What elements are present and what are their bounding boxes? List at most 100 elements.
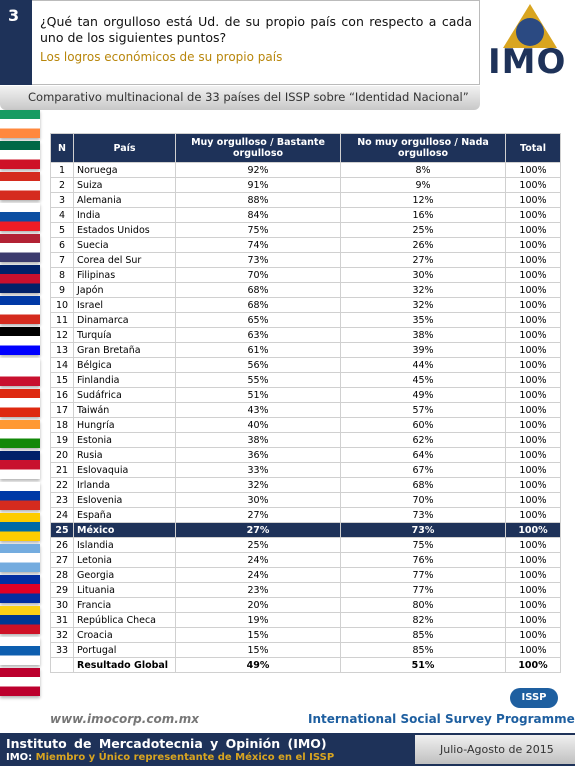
table-row: 3 Alemania 88% 12% 100% xyxy=(50,192,561,208)
table-row: 29 Lituania 23% 77% 100% xyxy=(50,582,561,598)
table-row: 31 República Checa 19% 82% 100% xyxy=(50,612,561,628)
table-cell: Japón xyxy=(73,282,176,298)
table-cell: 100% xyxy=(505,522,561,538)
question-number: 3 xyxy=(8,6,20,25)
table-cell: 100% xyxy=(505,222,561,238)
table-cell: 32% xyxy=(340,282,506,298)
table-cell: 100% xyxy=(505,537,561,553)
table-row: 13 Gran Bretaña 61% 39% 100% xyxy=(50,342,561,358)
flag xyxy=(0,358,40,386)
table-cell: 14 xyxy=(50,357,74,373)
table-cell: 100% xyxy=(505,282,561,298)
table-cell: 68% xyxy=(340,477,506,493)
table-cell: Eslovenia xyxy=(73,492,176,508)
table-cell: 56% xyxy=(175,357,341,373)
table-cell: 73% xyxy=(340,522,506,538)
logo-graphic xyxy=(503,4,557,48)
table-cell: 100% xyxy=(505,477,561,493)
table-cell: 100% xyxy=(505,372,561,388)
table-cell: 55% xyxy=(175,372,341,388)
table-cell: 77% xyxy=(340,567,506,583)
table-row: 9 Japón 68% 32% 100% xyxy=(50,282,561,298)
table-cell: 73% xyxy=(340,507,506,523)
table-cell: 25% xyxy=(175,537,341,553)
table-cell: 100% xyxy=(505,642,561,658)
logo-globe xyxy=(516,18,544,46)
table-cell: 15% xyxy=(175,642,341,658)
table-cell: 38% xyxy=(340,327,506,343)
table-cell: 63% xyxy=(175,327,341,343)
table-cell: 100% xyxy=(505,492,561,508)
table-cell: 100% xyxy=(505,312,561,328)
table-cell: 27% xyxy=(340,252,506,268)
table-cell: 28 xyxy=(50,567,74,583)
table-cell: 8 xyxy=(50,267,74,283)
question: ¿Qué tan orgulloso está Ud. de su propio… xyxy=(40,14,472,45)
table-cell: 100% xyxy=(505,567,561,583)
member-prefix: IMO: xyxy=(6,752,33,763)
column-header: Total xyxy=(505,133,561,163)
flag xyxy=(0,575,40,603)
table-cell: 82% xyxy=(340,612,506,628)
table-cell: 85% xyxy=(340,642,506,658)
programme: International Social Survey Programme xyxy=(308,712,575,726)
date-box xyxy=(415,735,575,764)
table-cell: 100% xyxy=(505,447,561,463)
flag xyxy=(0,265,40,293)
table-cell: 26 xyxy=(50,537,74,553)
table-cell: 27% xyxy=(175,522,341,538)
table-cell: Turquía xyxy=(73,327,176,343)
table-cell: 20% xyxy=(175,597,341,613)
table-cell: 100% xyxy=(505,612,561,628)
table-cell: 43% xyxy=(175,402,341,418)
table-cell: 30% xyxy=(175,492,341,508)
number-box xyxy=(0,0,32,85)
caption: Comparativo multinacional de 33 países d… xyxy=(28,90,469,104)
flag xyxy=(0,420,40,448)
table-cell: Suecia xyxy=(73,237,176,253)
column-header: N xyxy=(50,133,74,163)
table-cell: 24% xyxy=(175,552,341,568)
table-row: 28 Georgia 24% 77% 100% xyxy=(50,567,561,583)
table-cell: 91% xyxy=(175,177,341,193)
table-cell: 62% xyxy=(340,432,506,448)
table-cell: 57% xyxy=(340,402,506,418)
table-cell: Bélgica xyxy=(73,357,176,373)
table-cell: 100% xyxy=(505,507,561,523)
column-header: Muy orgulloso / Bastante orgulloso xyxy=(175,133,341,163)
table-row: 14 Bélgica 56% 44% 100% xyxy=(50,357,561,373)
table-cell: 73% xyxy=(175,252,341,268)
table-cell: 23 xyxy=(50,492,74,508)
table-cell: 15 xyxy=(50,372,74,388)
url: www.imocorp.com.mx xyxy=(50,712,199,726)
issp-logo: ISSP xyxy=(510,688,558,708)
table-cell: 19 xyxy=(50,432,74,448)
table-cell: Portugal xyxy=(73,642,176,658)
table-cell: Estados Unidos xyxy=(73,222,176,238)
table-row: 20 Rusia 36% 64% 100% xyxy=(50,447,561,463)
table-cell: 9 xyxy=(50,282,74,298)
table-cell: 27 xyxy=(50,552,74,568)
table-cell: Croacia xyxy=(73,627,176,643)
table-cell: 49% xyxy=(175,657,341,673)
table-cell: 17 xyxy=(50,402,74,418)
table-row: 18 Hungría 40% 60% 100% xyxy=(50,417,561,433)
table-cell: 60% xyxy=(340,417,506,433)
table-cell: 25% xyxy=(340,222,506,238)
table-cell: 30 xyxy=(50,597,74,613)
logo-text: IMO xyxy=(488,42,567,82)
table-cell: 12% xyxy=(340,192,506,208)
table-cell: 100% xyxy=(505,177,561,193)
table-cell: 100% xyxy=(505,597,561,613)
table-row: 8 Filipinas 70% 30% 100% xyxy=(50,267,561,283)
table-cell: Estonia xyxy=(73,432,176,448)
table-cell: 24% xyxy=(175,567,341,583)
table-cell: 61% xyxy=(175,342,341,358)
header-row: N País Muy orgulloso / Bastante orgulloso N… xyxy=(50,133,561,163)
column-header: País xyxy=(73,133,176,163)
table-cell: 16 xyxy=(50,387,74,403)
table-cell: 100% xyxy=(505,432,561,448)
table-row: 30 Francia 20% 80% 100% xyxy=(50,597,561,613)
table-cell: 18 xyxy=(50,417,74,433)
table-cell: 19% xyxy=(175,612,341,628)
